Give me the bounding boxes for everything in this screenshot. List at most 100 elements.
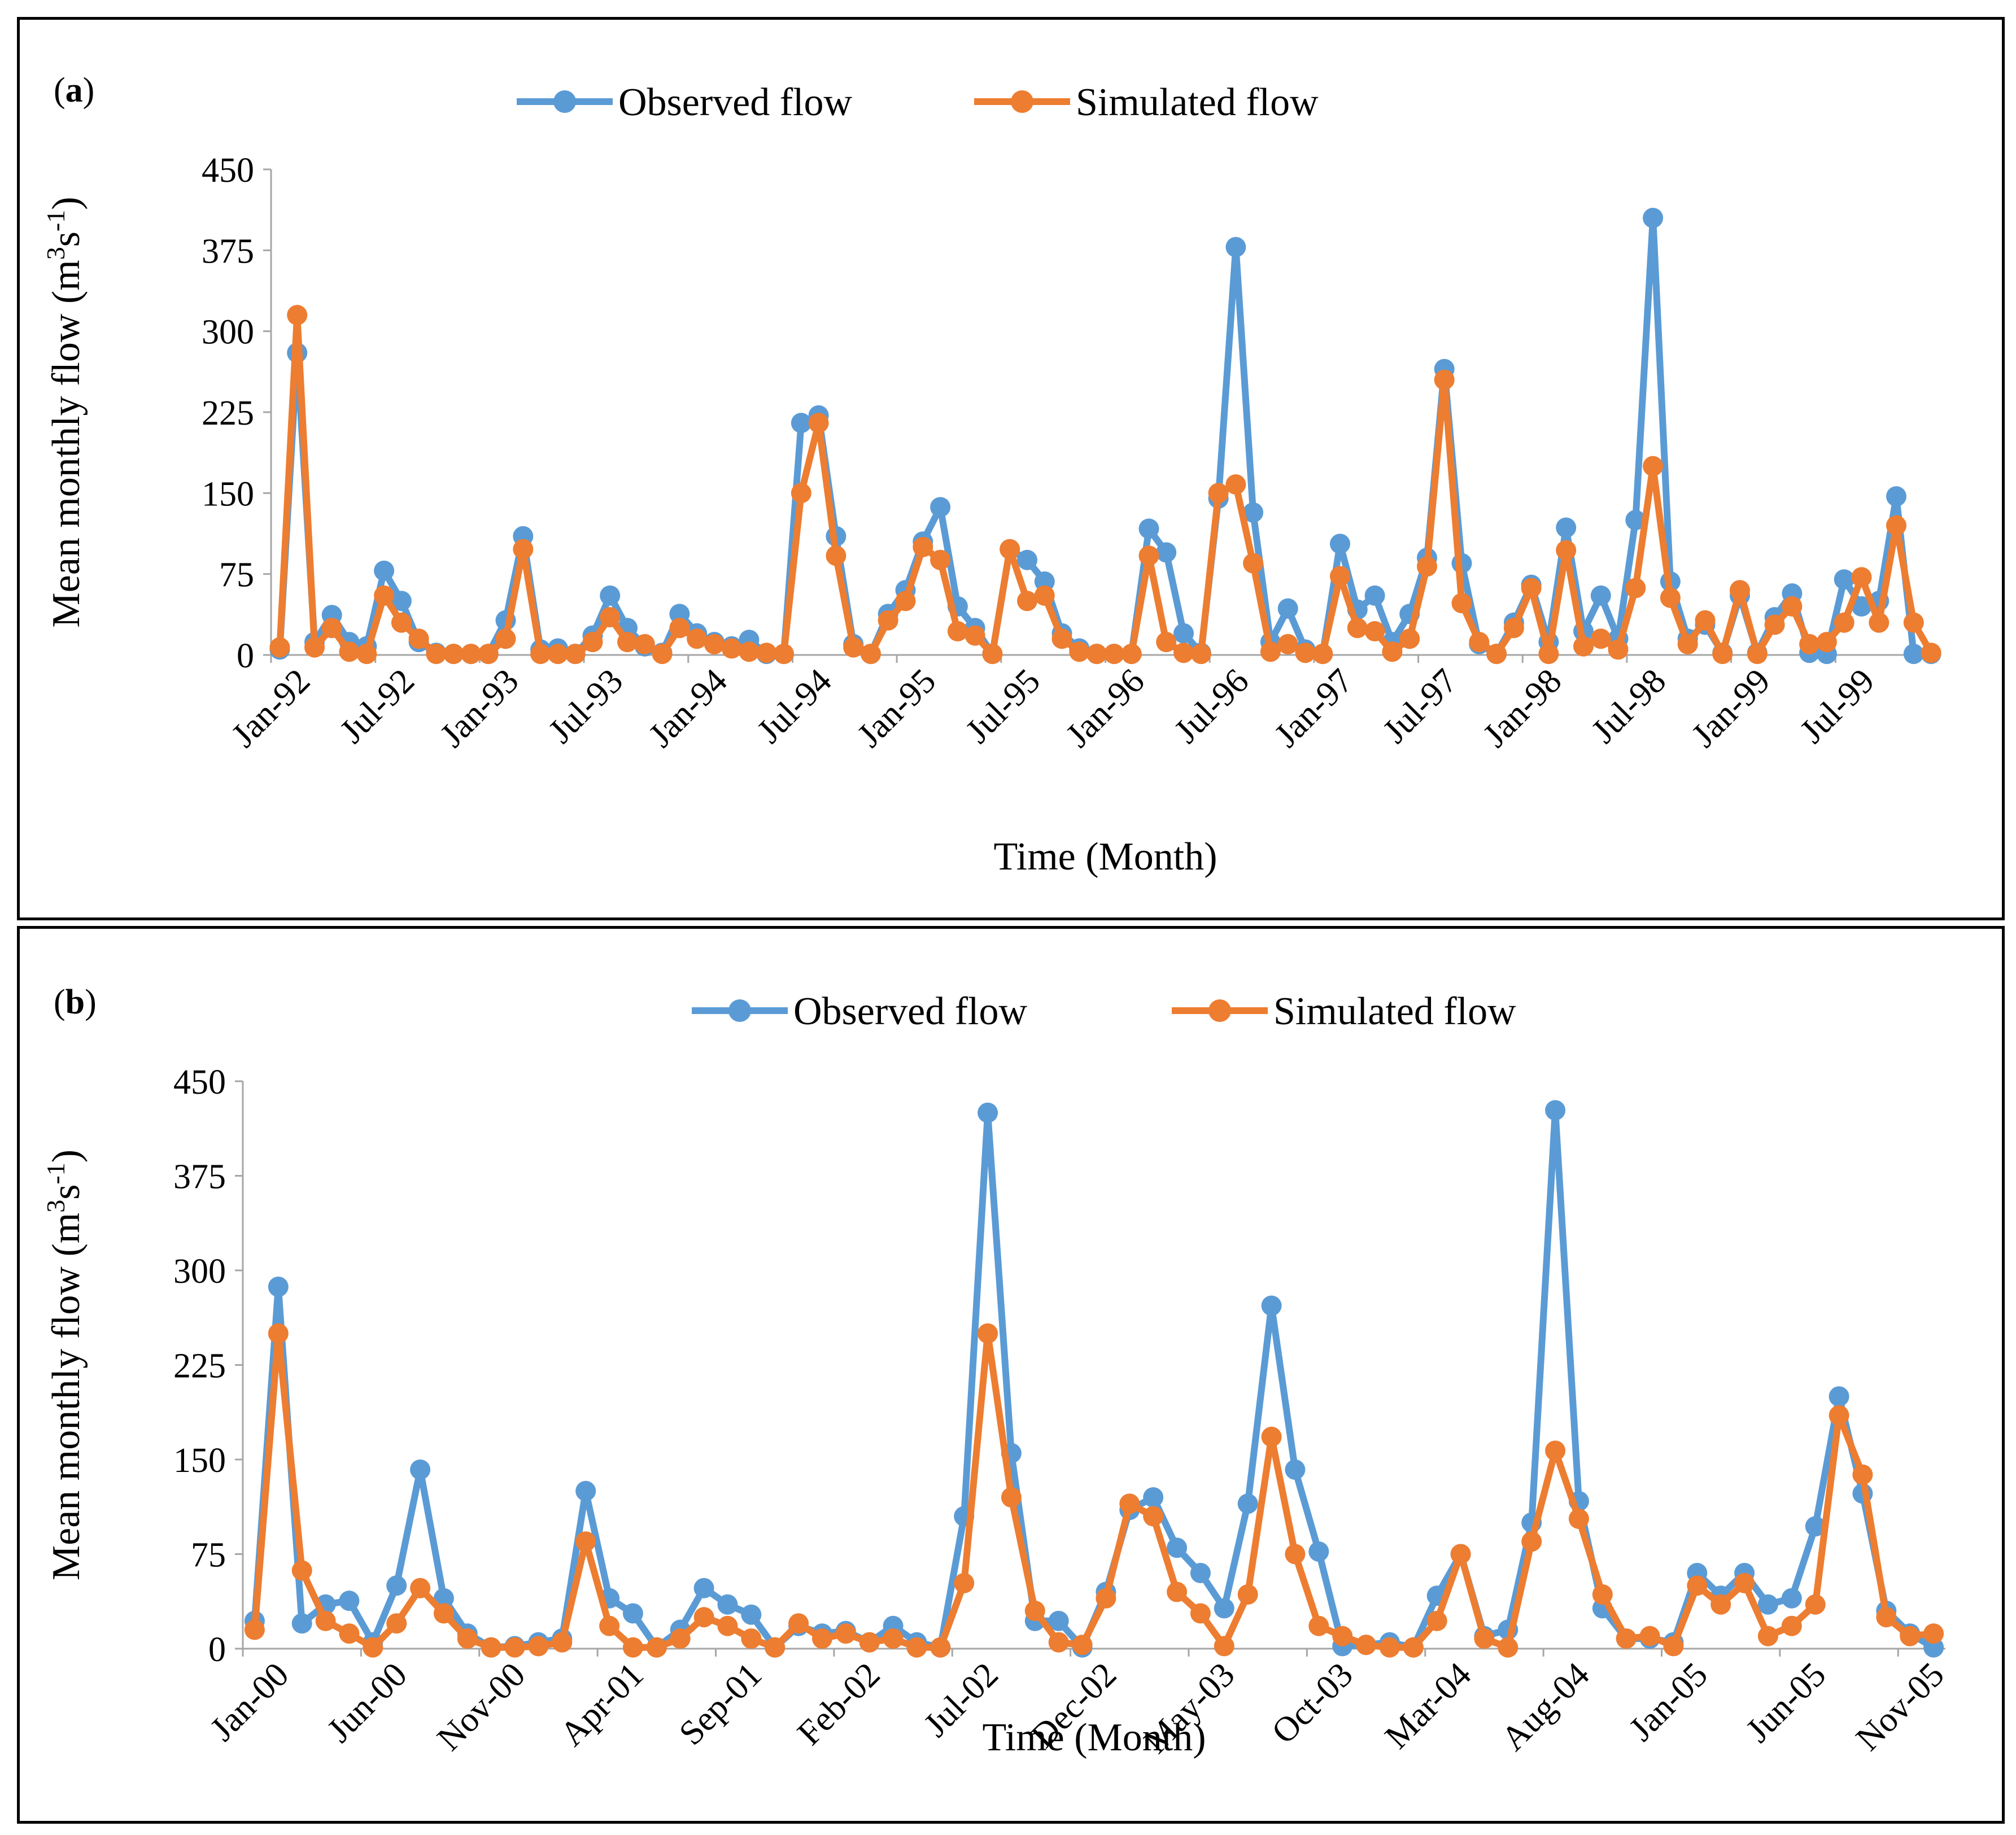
- simulated-point: [1764, 614, 1785, 635]
- simulated-point: [1103, 644, 1124, 665]
- simulated-point: [599, 1615, 620, 1636]
- simulated-point: [1757, 1626, 1778, 1646]
- simulated-point: [670, 1628, 691, 1649]
- y-tick-label: 150: [173, 1441, 226, 1480]
- x-tick-label: Jul-94: [750, 662, 839, 751]
- simulated-point: [374, 585, 395, 606]
- y-tick-label: 300: [173, 1252, 226, 1291]
- simulated-point: [741, 1628, 762, 1649]
- simulated-point: [930, 1637, 951, 1658]
- simulated-point: [1214, 1636, 1234, 1657]
- x-tick-label: Jul-95: [958, 662, 1048, 751]
- simulated-point: [1356, 1635, 1377, 1655]
- x-tick-label: Jul-97: [1376, 662, 1465, 751]
- x-tick-label: Nov-00: [430, 1655, 533, 1758]
- simulated-point: [1138, 545, 1159, 566]
- simulated-point: [1119, 1493, 1140, 1514]
- simulated-point: [1556, 540, 1577, 561]
- simulated-point: [339, 1623, 360, 1644]
- simulated-point: [646, 1637, 667, 1658]
- simulated-point: [1403, 1637, 1424, 1658]
- observed-point: [1143, 1487, 1164, 1508]
- y-tick-label: 375: [173, 1158, 226, 1196]
- simulated-point: [913, 536, 933, 557]
- observed-point: [386, 1575, 407, 1596]
- y-tick-label: 150: [202, 475, 254, 513]
- simulated-point: [1643, 456, 1664, 477]
- legend-observed-marker: [728, 999, 751, 1022]
- x-tick-label: Sep-01: [672, 1655, 769, 1753]
- simulated-point: [1261, 1426, 1282, 1447]
- simulated-point: [1851, 567, 1872, 588]
- x-tick-label: Aug-04: [1494, 1655, 1597, 1758]
- simulated-point: [1051, 628, 1072, 649]
- observed-point: [339, 1591, 360, 1611]
- chart-a: (a) 0 75 150 225 300 375 450 Jan-92 Jul-92 Jan-93…: [41, 71, 1941, 879]
- simulated-point: [1474, 1628, 1495, 1649]
- simulated-point: [1781, 1615, 1802, 1636]
- x-tick-label: Jan-94: [642, 662, 735, 755]
- simulated-point: [356, 644, 377, 665]
- simulated-point: [1167, 1581, 1188, 1602]
- observed-point: [1261, 1295, 1282, 1316]
- simulated-point: [808, 413, 829, 434]
- x-tick-label: Jul-99: [1793, 662, 1882, 751]
- simulated-point: [1886, 515, 1906, 536]
- simulated-point: [461, 644, 481, 665]
- simulated-point: [765, 1637, 786, 1658]
- simulated-point: [811, 1628, 832, 1649]
- observed-point: [1167, 1537, 1188, 1558]
- simulated-point: [704, 633, 725, 654]
- simulated-point: [693, 1607, 714, 1628]
- simulated-point: [1616, 1628, 1637, 1649]
- simulated-point: [1450, 1544, 1471, 1565]
- y-tick-label: 75: [219, 556, 254, 595]
- y-axis-title: Mean monthly flow (m3s-1): [41, 196, 88, 627]
- simulated-point: [575, 1531, 596, 1552]
- simulated-point: [1805, 1594, 1826, 1615]
- simulated-point: [1923, 1623, 1944, 1644]
- x-tick-label: Jan-95: [850, 662, 943, 755]
- simulated-point: [1434, 369, 1455, 390]
- simulated-point: [1545, 1440, 1566, 1461]
- x-tick-label: Feb-02: [790, 1655, 887, 1753]
- observed-point: [410, 1459, 431, 1480]
- x-tick-label: Jan-05: [1622, 1655, 1715, 1749]
- observed-point: [930, 497, 951, 518]
- observed-point: [600, 585, 621, 606]
- observed-point: [268, 1277, 289, 1297]
- simulated-point: [861, 644, 881, 665]
- simulated-point: [339, 641, 360, 662]
- y-tick-label: 225: [202, 394, 254, 432]
- x-tick-label: Jul-98: [1584, 662, 1673, 751]
- observed-point: [1034, 571, 1055, 592]
- x-tick-label: Jan-92: [224, 662, 317, 755]
- simulated-point: [1730, 580, 1750, 601]
- simulated-point: [528, 1636, 549, 1657]
- simulated-point: [1277, 633, 1298, 654]
- simulated-point: [1156, 632, 1177, 653]
- x-tick-label: Jun-05: [1739, 1655, 1833, 1750]
- observed-point: [791, 413, 811, 434]
- observed-point: [1277, 598, 1298, 619]
- simulated-point: [1799, 633, 1820, 654]
- simulated-point: [1072, 1635, 1093, 1655]
- simulated-point: [1592, 1584, 1613, 1605]
- observed-point: [1545, 1100, 1566, 1121]
- observed-point: [1308, 1541, 1329, 1562]
- observed-point: [978, 1102, 998, 1123]
- simulated-point: [1295, 643, 1316, 663]
- x-tick-label: Apr-01: [553, 1655, 651, 1754]
- simulated-point: [1573, 636, 1594, 657]
- simulated-point: [1000, 539, 1020, 560]
- observed-point: [1330, 534, 1350, 554]
- simulated-point: [268, 1323, 289, 1344]
- observed-point: [741, 1604, 762, 1625]
- simulated-point: [721, 638, 742, 659]
- simulated-point: [669, 618, 690, 639]
- simulated-point: [1364, 621, 1385, 641]
- simulated-point: [565, 644, 586, 665]
- simulated-point: [1379, 1637, 1400, 1658]
- simulated-point: [687, 628, 708, 649]
- simulated-point: [1663, 1636, 1684, 1657]
